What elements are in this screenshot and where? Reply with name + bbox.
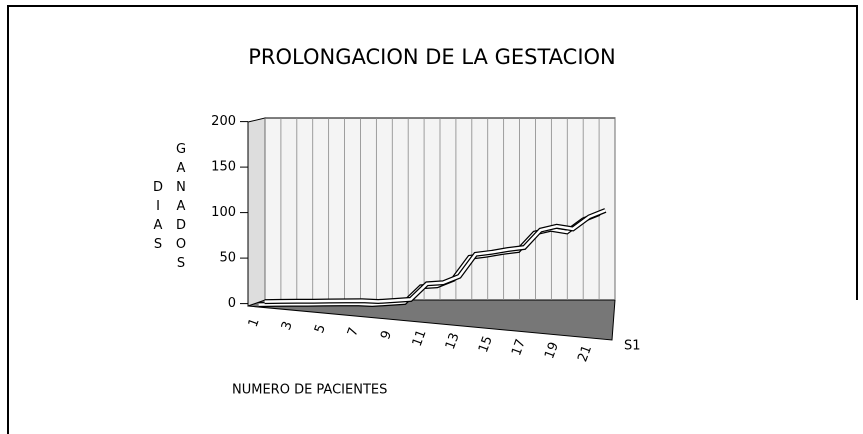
y-axis-label: GANADOS — [174, 142, 189, 275]
x-tick-label: 3 — [279, 319, 296, 332]
side-wall — [247, 117, 266, 307]
line-fill — [264, 209, 606, 303]
x-tick-label: 21 — [575, 343, 595, 364]
x-tick-label: 5 — [312, 322, 329, 335]
x-axis-label: NUMERO DE PACIENTES — [232, 383, 387, 398]
legend-label: S1 — [624, 339, 641, 354]
chart-title: PROLONGACION DE LA GESTACION — [248, 45, 616, 69]
x-tick-label: 7 — [345, 326, 362, 339]
y-tick-label: 150 — [211, 160, 236, 175]
x-tick-label: 11 — [410, 328, 430, 349]
x-tick-label: 19 — [542, 340, 562, 361]
y-tick-label: 100 — [211, 205, 236, 220]
y-tick-label: 0 — [228, 296, 236, 311]
y-tick-label: 50 — [219, 251, 236, 266]
x-tick-label: 15 — [476, 334, 496, 355]
x-tick-label: 1 — [246, 316, 263, 329]
y-tick-label: 200 — [211, 114, 236, 129]
x-tick-label: 9 — [378, 329, 395, 342]
x-tick-label: 13 — [443, 331, 463, 352]
frame — [7, 5, 858, 434]
y-axis-label: DIAS — [151, 180, 166, 256]
x-tick-label: 17 — [509, 337, 529, 358]
